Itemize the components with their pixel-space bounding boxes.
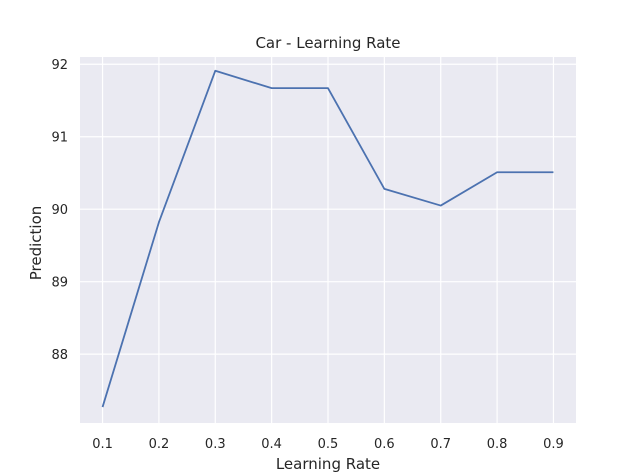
chart-title: Car - Learning Rate [255, 34, 400, 52]
x-tick-label: 0.1 [92, 437, 113, 452]
x-tick-label: 0.2 [149, 437, 170, 452]
x-tick-label: 0.5 [318, 437, 339, 452]
y-tick-label: 90 [51, 203, 68, 218]
grid-lines [80, 57, 576, 423]
x-tick-label: 0.4 [261, 437, 282, 452]
series-layer [101, 69, 554, 408]
y-axis-ticks: 88 89 90 91 92 [51, 58, 68, 363]
x-tick-label: 0.6 [374, 437, 395, 452]
y-tick-label: 91 [51, 131, 68, 146]
x-axis-ticks: 0.1 0.2 0.3 0.4 0.5 0.6 0.7 0.8 0.9 [92, 437, 564, 452]
x-tick-label: 0.8 [487, 437, 508, 452]
x-tick-label: 0.7 [430, 437, 451, 452]
x-axis-label: Learning Rate [276, 455, 380, 473]
y-axis-label: Prediction [27, 206, 45, 281]
y-tick-label: 89 [51, 276, 68, 291]
x-tick-label: 0.3 [205, 437, 226, 452]
y-tick-label: 88 [51, 348, 68, 363]
x-tick-label: 0.9 [543, 437, 564, 452]
y-tick-label: 92 [51, 58, 68, 73]
